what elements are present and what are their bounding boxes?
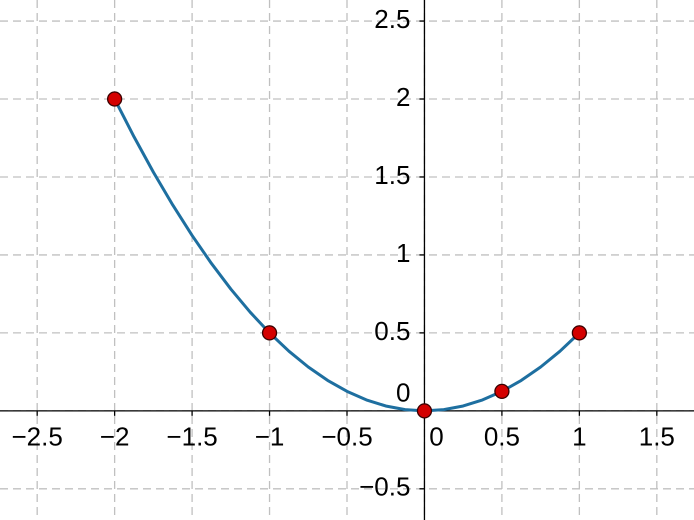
x-tick-label: −2.5 — [12, 422, 63, 452]
y-tick-label: 1 — [396, 238, 410, 268]
point — [261, 325, 278, 341]
x-tick-label: 1 — [572, 422, 586, 452]
y-tick-label: −0.5 — [359, 472, 410, 502]
x-tick-label: −1.5 — [166, 422, 217, 452]
y-tick-label: 0.5 — [374, 316, 410, 346]
point — [416, 403, 433, 419]
point — [494, 383, 510, 400]
x-tick-label: 1.5 — [639, 422, 675, 452]
x-tick-label: 0.5 — [484, 422, 520, 452]
y-tick-label: 2 — [396, 82, 410, 112]
y-tick-label: 0 — [396, 378, 410, 408]
x-tick-label: −1 — [255, 422, 285, 452]
x-tick-label: −0.5 — [321, 422, 372, 452]
point — [106, 91, 123, 107]
x-tick-label: 0 — [429, 422, 443, 452]
y-tick-label: 1.5 — [374, 160, 410, 190]
point — [571, 325, 588, 341]
y-tick-label: 2.5 — [374, 4, 410, 34]
x-tick-label: −2 — [100, 422, 130, 452]
